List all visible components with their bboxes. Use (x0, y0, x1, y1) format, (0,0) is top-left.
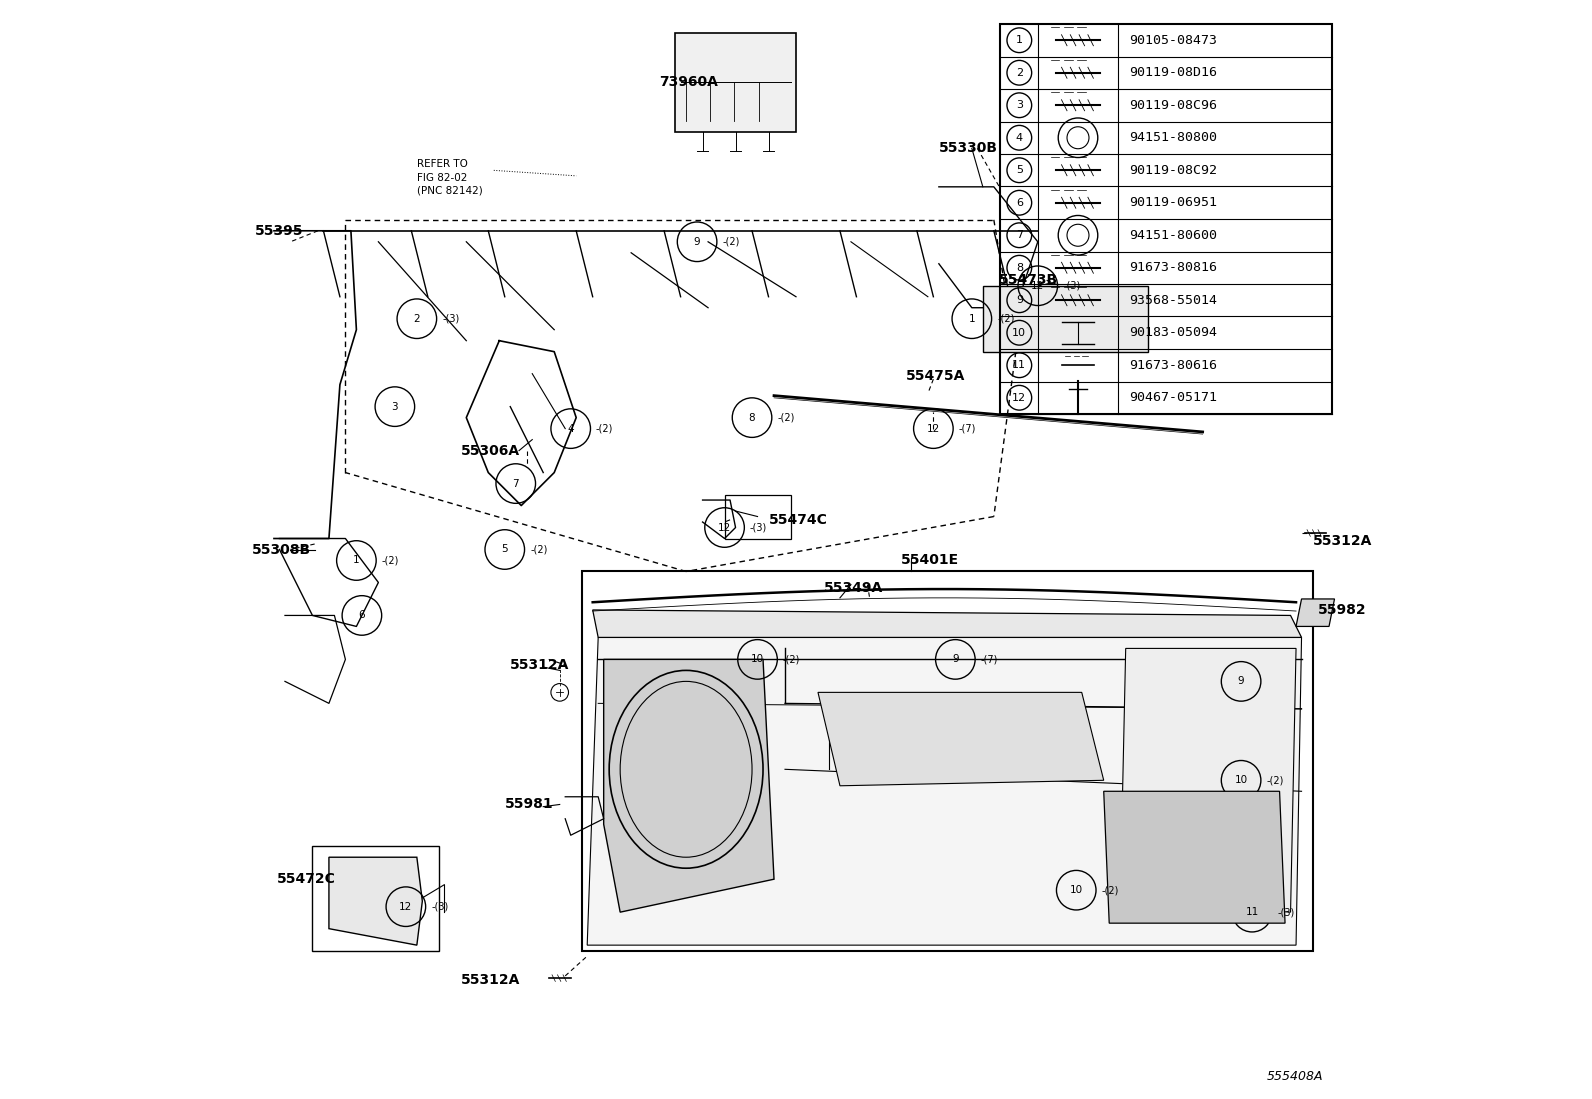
Text: 91673-80616: 91673-80616 (1129, 358, 1216, 371)
Text: 55312A: 55312A (1312, 534, 1372, 547)
Text: 1: 1 (968, 313, 976, 324)
Text: 90467-05171: 90467-05171 (1129, 391, 1216, 404)
Text: 4: 4 (1016, 133, 1024, 143)
Text: -(3): -(3) (431, 901, 449, 912)
Text: 10: 10 (1234, 775, 1248, 786)
Text: 90119-08D16: 90119-08D16 (1129, 66, 1216, 79)
Text: 90105-08473: 90105-08473 (1129, 34, 1216, 47)
Text: -(2): -(2) (783, 654, 801, 665)
Polygon shape (1296, 599, 1334, 626)
Text: 55474C: 55474C (769, 513, 828, 526)
Polygon shape (592, 610, 1302, 637)
Polygon shape (587, 637, 1302, 945)
Text: 55395: 55395 (255, 224, 304, 237)
Text: 55349A: 55349A (823, 581, 882, 595)
Text: 5: 5 (501, 544, 508, 555)
Text: 94151-80800: 94151-80800 (1129, 131, 1216, 144)
Text: -(2): -(2) (1102, 885, 1119, 896)
Text: 55401E: 55401E (901, 554, 958, 567)
Text: 8: 8 (1016, 263, 1024, 273)
Text: 55330B: 55330B (939, 142, 998, 155)
Bar (724, 495, 791, 539)
Text: 7: 7 (1016, 231, 1024, 241)
Text: 10: 10 (1070, 885, 1083, 896)
Text: 8: 8 (748, 412, 755, 423)
Text: 55473B: 55473B (1000, 274, 1059, 287)
Text: -(2): -(2) (1266, 775, 1283, 786)
Text: 9: 9 (1239, 676, 1245, 687)
Text: 55475A: 55475A (906, 369, 965, 382)
Text: 55312A: 55312A (460, 974, 521, 987)
Text: 1: 1 (353, 555, 360, 566)
Bar (312, 846, 439, 951)
Text: REFER TO
FIG 82-02
(PNC 82142): REFER TO FIG 82-02 (PNC 82142) (417, 159, 482, 196)
Text: -(2): -(2) (997, 313, 1014, 324)
Text: 7: 7 (513, 478, 519, 489)
FancyBboxPatch shape (675, 33, 796, 132)
Text: 93568-55014: 93568-55014 (1129, 293, 1216, 307)
Text: 10: 10 (751, 654, 764, 665)
Text: -(3): -(3) (750, 522, 767, 533)
Text: 2: 2 (414, 313, 420, 324)
Text: 12: 12 (718, 522, 731, 533)
Text: 2: 2 (1016, 68, 1024, 78)
Polygon shape (330, 857, 422, 945)
Polygon shape (818, 692, 1103, 786)
Text: 94151-80600: 94151-80600 (1129, 229, 1216, 242)
Text: 90183-05094: 90183-05094 (1129, 326, 1216, 340)
Text: -(7): -(7) (958, 423, 976, 434)
Text: -(2): -(2) (382, 555, 400, 566)
Bar (581, 571, 1312, 951)
Text: 4: 4 (567, 423, 575, 434)
Text: 3: 3 (1016, 100, 1022, 110)
Text: 10: 10 (1013, 328, 1027, 337)
Text: -(3): -(3) (443, 313, 460, 324)
Text: 55472C: 55472C (277, 873, 336, 886)
Text: -(2): -(2) (777, 412, 794, 423)
Polygon shape (1121, 648, 1296, 912)
Text: 6: 6 (358, 610, 365, 621)
Text: 9: 9 (952, 654, 958, 665)
Text: 55981: 55981 (505, 798, 554, 811)
Text: 90119-08C92: 90119-08C92 (1129, 164, 1216, 177)
Text: 1: 1 (1016, 35, 1022, 45)
Text: 555408A: 555408A (1267, 1069, 1323, 1083)
Text: 9: 9 (694, 236, 700, 247)
Text: 12: 12 (400, 901, 412, 912)
Text: 5: 5 (1016, 165, 1022, 175)
Text: 6: 6 (1016, 198, 1022, 208)
Text: 9: 9 (1016, 296, 1024, 306)
Text: -(2): -(2) (595, 423, 613, 434)
Text: -(3): -(3) (1063, 280, 1081, 291)
Text: 12: 12 (1013, 392, 1027, 402)
Polygon shape (603, 659, 774, 912)
Text: 73960A: 73960A (659, 76, 718, 89)
Text: 3: 3 (392, 401, 398, 412)
Text: 91673-80816: 91673-80816 (1129, 262, 1216, 275)
Text: 90119-08C96: 90119-08C96 (1129, 99, 1216, 112)
Bar (982, 286, 1148, 352)
Text: 12: 12 (1032, 280, 1044, 291)
Text: -(2): -(2) (723, 236, 740, 247)
Text: 55312A: 55312A (511, 658, 570, 671)
Text: -(3): -(3) (1277, 907, 1294, 918)
Polygon shape (1103, 791, 1285, 923)
Text: 55306A: 55306A (460, 444, 521, 457)
Text: 90119-06951: 90119-06951 (1129, 197, 1216, 209)
Text: 11: 11 (1245, 907, 1259, 918)
Text: -(7): -(7) (981, 654, 998, 665)
Text: 11: 11 (1013, 360, 1027, 370)
Text: 55982: 55982 (1318, 603, 1366, 617)
Text: 12: 12 (927, 423, 939, 434)
Text: 55308B: 55308B (252, 543, 310, 556)
Text: -(2): -(2) (530, 544, 548, 555)
Bar (1000, 24, 1331, 414)
